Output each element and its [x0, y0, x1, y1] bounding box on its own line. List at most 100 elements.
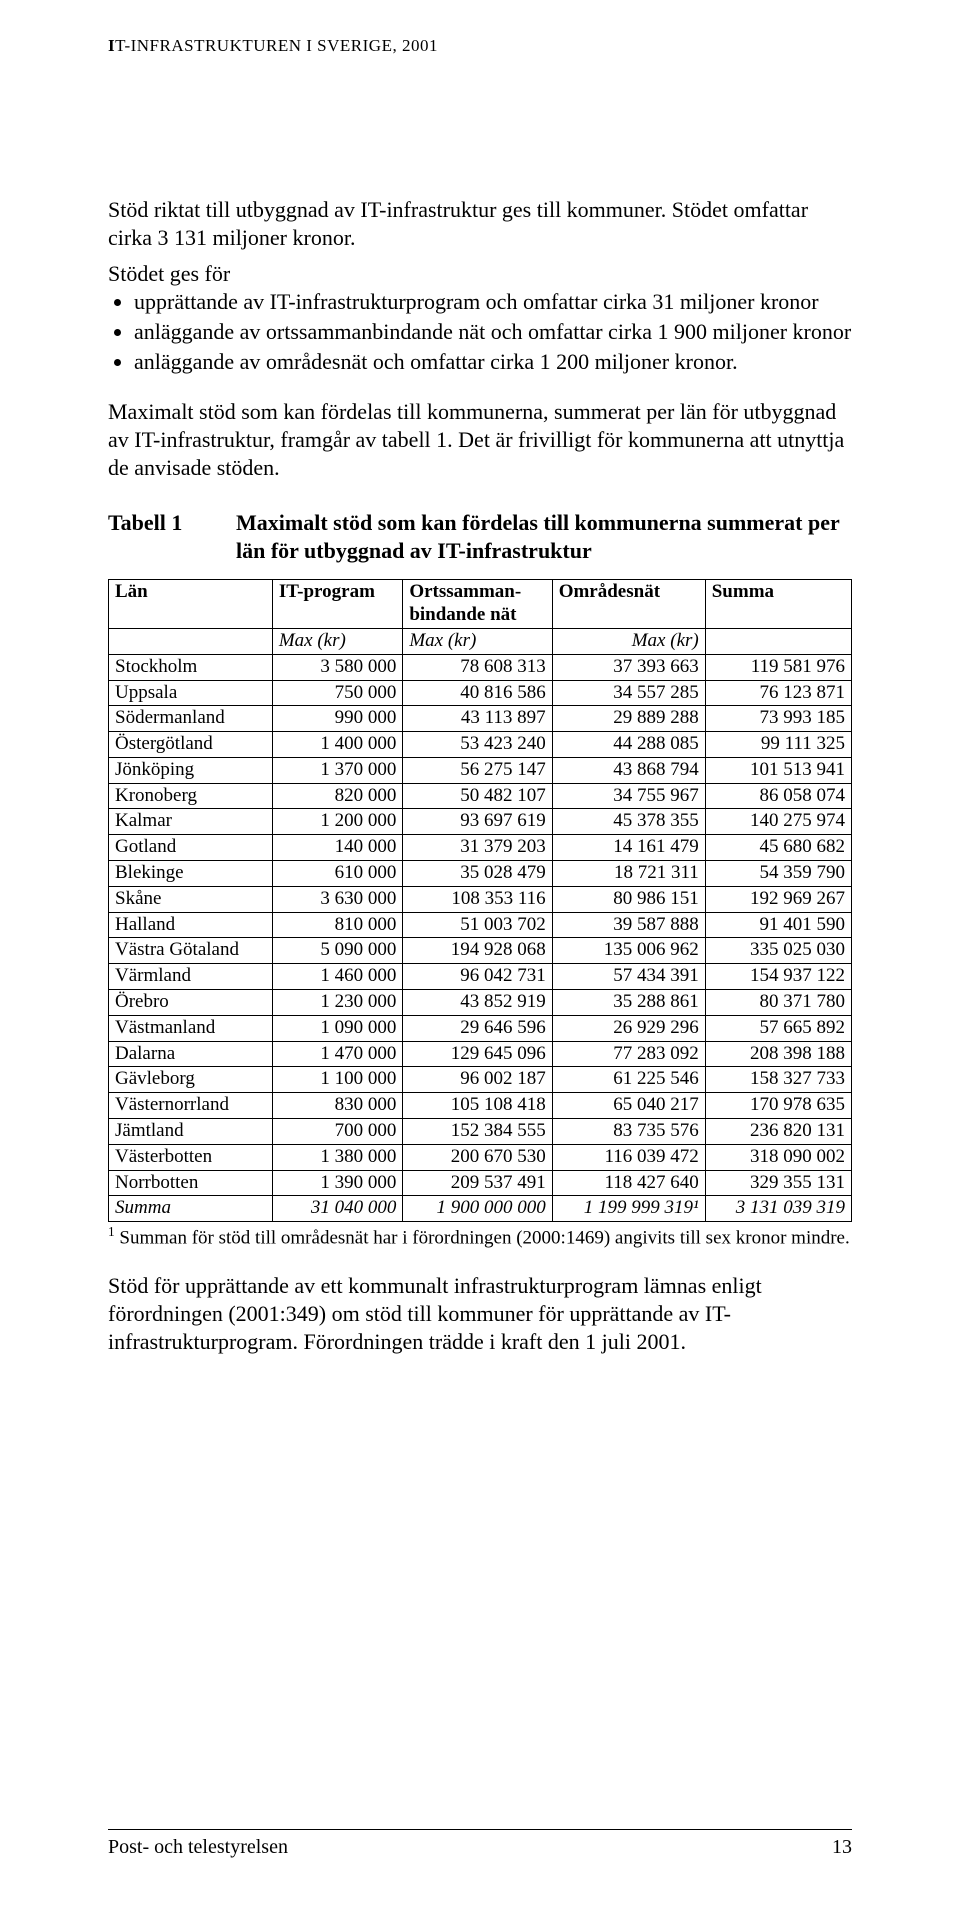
table-row: Kronoberg820 00050 482 10734 755 96786 0…	[109, 783, 852, 809]
cell-value: 61 225 546	[552, 1067, 705, 1093]
paragraph-2: Maximalt stöd som kan fördelas till komm…	[108, 398, 852, 482]
cell-total-label: Summa	[109, 1196, 273, 1222]
cell-value: 65 040 217	[552, 1093, 705, 1119]
cell-value: 700 000	[272, 1119, 402, 1145]
cell-value: 118 427 640	[552, 1170, 705, 1196]
cell-value: 35 288 861	[552, 990, 705, 1016]
cell-value: 31 379 203	[403, 835, 552, 861]
cell-lan: Blekinge	[109, 861, 273, 887]
cell-value: 77 283 092	[552, 1041, 705, 1067]
table-row: Skåne3 630 000108 353 11680 986 151192 9…	[109, 886, 852, 912]
cell-value: 1 370 000	[272, 757, 402, 783]
cell-value: 152 384 555	[403, 1119, 552, 1145]
cell-value: 80 986 151	[552, 886, 705, 912]
cell-value: 140 000	[272, 835, 402, 861]
cell-value: 1 470 000	[272, 1041, 402, 1067]
cell-value: 116 039 472	[552, 1144, 705, 1170]
th-itprogram: IT-program	[272, 580, 402, 629]
table-header-row: Län IT-program Ortssamman-bindande nät O…	[109, 580, 852, 629]
cell-value: 34 755 967	[552, 783, 705, 809]
cell-value: 5 090 000	[272, 938, 402, 964]
cell-value: 86 058 074	[705, 783, 851, 809]
cell-lan: Uppsala	[109, 680, 273, 706]
bullet-item: anläggande av ortssammanbindande nät och…	[134, 318, 852, 346]
table-row: Östergötland1 400 00053 423 24044 288 08…	[109, 732, 852, 758]
sub-1: Max (kr)	[272, 628, 402, 654]
cell-lan: Gävleborg	[109, 1067, 273, 1093]
cell-value: 209 537 491	[403, 1170, 552, 1196]
bullet-item: upprättande av IT-infrastrukturprogram o…	[134, 288, 852, 316]
cell-value: 610 000	[272, 861, 402, 887]
cell-value: 318 090 002	[705, 1144, 851, 1170]
cell-value: 99 111 325	[705, 732, 851, 758]
cell-lan: Södermanland	[109, 706, 273, 732]
cell-value: 820 000	[272, 783, 402, 809]
cell-value: 96 002 187	[403, 1067, 552, 1093]
cell-value: 335 025 030	[705, 938, 851, 964]
th-summa: Summa	[705, 580, 851, 629]
sub-0	[109, 628, 273, 654]
table-row: Gotland140 00031 379 20314 161 47945 680…	[109, 835, 852, 861]
cell-lan: Stockholm	[109, 654, 273, 680]
cell-lan: Dalarna	[109, 1041, 273, 1067]
cell-value: 40 816 586	[403, 680, 552, 706]
cell-value: 44 288 085	[552, 732, 705, 758]
cell-lan: Västerbotten	[109, 1144, 273, 1170]
cell-value: 29 646 596	[403, 1015, 552, 1041]
cell-value: 43 868 794	[552, 757, 705, 783]
cell-lan: Kronoberg	[109, 783, 273, 809]
cell-value: 56 275 147	[403, 757, 552, 783]
cell-value: 57 665 892	[705, 1015, 851, 1041]
table-row: Värmland1 460 00096 042 73157 434 391154…	[109, 964, 852, 990]
cell-value: 236 820 131	[705, 1119, 851, 1145]
table-caption-block: Tabell 1 Maximalt stöd som kan fördelas …	[108, 509, 852, 565]
cell-value: 50 482 107	[403, 783, 552, 809]
table-row: Gävleborg1 100 00096 002 18761 225 54615…	[109, 1067, 852, 1093]
footer-page-number: 13	[832, 1836, 852, 1859]
table-row: Kalmar1 200 00093 697 61945 378 355140 2…	[109, 809, 852, 835]
cell-value: 105 108 418	[403, 1093, 552, 1119]
cell-value: 1 100 000	[272, 1067, 402, 1093]
cell-value: 14 161 479	[552, 835, 705, 861]
cell-value: 3 580 000	[272, 654, 402, 680]
cell-value: 990 000	[272, 706, 402, 732]
table-row: Södermanland990 00043 113 89729 889 2887…	[109, 706, 852, 732]
table-caption: Maximalt stöd som kan fördelas till komm…	[236, 509, 852, 565]
cell-value: 93 697 619	[403, 809, 552, 835]
cell-lan: Jämtland	[109, 1119, 273, 1145]
cell-value: 108 353 116	[403, 886, 552, 912]
cell-value: 26 929 296	[552, 1015, 705, 1041]
cell-lan: Västra Götaland	[109, 938, 273, 964]
cell-lan: Västernorrland	[109, 1093, 273, 1119]
table-body: Stockholm3 580 00078 608 31337 393 66311…	[109, 654, 852, 1222]
cell-value: 76 123 871	[705, 680, 851, 706]
cell-total-value: 3 131 039 319	[705, 1196, 851, 1222]
table-row: Västra Götaland5 090 000194 928 068135 0…	[109, 938, 852, 964]
cell-value: 43 852 919	[403, 990, 552, 1016]
cell-value: 129 645 096	[403, 1041, 552, 1067]
cell-value: 83 735 576	[552, 1119, 705, 1145]
cell-value: 43 113 897	[403, 706, 552, 732]
bullets-intro: Stödet ges för	[108, 260, 852, 288]
paragraph-3: Stöd för upprättande av ett kommunalt in…	[108, 1272, 852, 1356]
cell-value: 1 460 000	[272, 964, 402, 990]
cell-value: 78 608 313	[403, 654, 552, 680]
cell-value: 119 581 976	[705, 654, 851, 680]
cell-total-value: 31 040 000	[272, 1196, 402, 1222]
cell-lan: Halland	[109, 912, 273, 938]
cell-value: 45 680 682	[705, 835, 851, 861]
table-row: Jönköping1 370 00056 275 14743 868 79410…	[109, 757, 852, 783]
cell-value: 329 355 131	[705, 1170, 851, 1196]
cell-value: 170 978 635	[705, 1093, 851, 1119]
cell-lan: Östergötland	[109, 732, 273, 758]
table-row: Örebro1 230 00043 852 91935 288 86180 37…	[109, 990, 852, 1016]
cell-value: 80 371 780	[705, 990, 851, 1016]
cell-value: 53 423 240	[403, 732, 552, 758]
table-row: Västernorrland830 000105 108 41865 040 2…	[109, 1093, 852, 1119]
cell-value: 3 630 000	[272, 886, 402, 912]
cell-value: 750 000	[272, 680, 402, 706]
table-row: Stockholm3 580 00078 608 31337 393 66311…	[109, 654, 852, 680]
cell-value: 18 721 311	[552, 861, 705, 887]
cell-value: 34 557 285	[552, 680, 705, 706]
th-omradesnat: Områdesnät	[552, 580, 705, 629]
